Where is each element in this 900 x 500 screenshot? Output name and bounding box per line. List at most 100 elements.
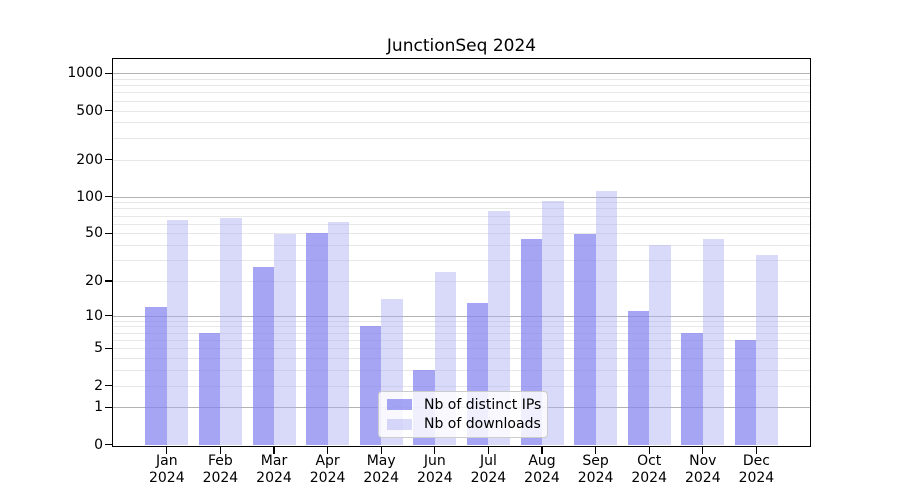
legend-swatch-downloads [387,418,412,430]
bar-downloads-oct [649,245,671,445]
gridline-minor [113,100,810,102]
legend-label-ips: Nb of distinct IPs [424,396,542,413]
gridline-minor [113,233,810,235]
gridline-minor [113,339,810,341]
x-tick-label: Sep 2024 [577,453,614,486]
x-tick-label: Jan 2024 [148,453,185,486]
x-tick-label: May 2024 [363,453,399,486]
bar-downloads-jul [488,211,510,445]
y-tick-label: 2 [94,377,103,394]
gridline-minor [113,260,810,261]
gridline-minor [113,280,810,282]
gridline-minor [113,159,810,161]
bar-ips-may [359,326,382,445]
chart-title: JunctionSeq 2024 [386,36,537,56]
y-tick-label: 5 [94,340,103,357]
y-tick-label: 200 [76,151,103,168]
gridline-minor [113,245,810,246]
gridline-minor [113,208,810,210]
y-tick [105,406,113,408]
y-tick-label: 100 [76,188,103,205]
x-tick-label: Aug 2024 [524,453,560,486]
bar-ips-oct [627,311,650,445]
gridline-minor [113,85,810,87]
bar-downloads-feb [220,217,242,445]
gridline-minor [113,122,810,124]
y-tick [105,280,113,282]
x-tick-label: Nov 2024 [684,453,721,486]
x-tick-label: Jul 2024 [470,453,507,486]
y-tick [105,195,113,198]
bar-ips-mar [252,267,274,445]
gridline-major [113,196,810,198]
y-tick-label: 1000 [67,65,103,82]
x-tick [327,446,329,454]
gridline-minor [113,385,810,387]
gridline-minor [113,223,810,225]
gridline-minor [113,370,810,371]
gridline-minor [113,92,810,94]
x-tick [434,446,436,454]
gridline-minor [113,202,810,204]
gridline-major [113,315,810,317]
y-tick [105,347,113,349]
x-tick-label: Feb 2024 [202,453,239,486]
bar-downloads-nov [702,238,725,445]
gridline-minor [113,332,810,334]
bar-ips-jan [145,306,167,445]
gridline-minor [113,326,810,328]
gridline-minor [113,320,810,322]
x-tick [273,446,275,454]
y-tick [105,315,113,317]
legend-label-downloads: Nb of downloads [424,416,541,433]
y-tick-label: 500 [76,102,103,119]
x-tick-label: Oct 2024 [631,453,667,486]
bar-ips-dec [734,339,757,445]
bar-downloads-mar [274,234,296,445]
x-tick [755,446,758,454]
legend-item-ips: Nb of distinct IPs [387,398,547,412]
x-tick [487,446,490,454]
x-tick [219,446,222,454]
y-tick-label: 50 [85,225,103,242]
x-tick [380,446,382,454]
y-tick-label: 10 [85,307,103,324]
x-tick-label: Jun 2024 [416,453,453,486]
bar-ips-feb [198,332,221,445]
x-tick [702,446,704,454]
gridline-major [113,73,810,75]
x-tick-label: Dec 2024 [738,453,775,486]
gridline-minor [113,215,810,217]
gridline-minor [113,358,810,359]
gridline-minor [113,348,810,350]
gridline-minor [113,137,810,139]
y-tick [105,384,113,387]
bar-downloads-apr [327,221,350,445]
bar-downloads-sep [595,191,618,445]
y-tick [105,232,113,234]
legend-swatch-ips [387,399,412,411]
x-tick-label: Mar 2024 [256,453,292,486]
bar-ips-sep [574,234,596,445]
gridline-minor [113,78,810,80]
y-tick [105,109,113,112]
legend: Nb of distinct IPs Nb of downloads [378,391,548,438]
bar-ips-apr [306,233,328,445]
bar-ips-nov [681,332,703,445]
legend-item-downloads: Nb of downloads [387,417,547,431]
bar-downloads-aug [542,201,564,445]
y-tick-label: 20 [85,272,103,289]
x-tick-label: Apr 2024 [309,453,346,486]
x-tick [648,446,650,454]
bar-downloads-jan [166,220,189,445]
y-tick [105,158,113,161]
x-tick [595,446,597,454]
y-tick-label: 1 [94,399,103,416]
y-tick-label: 0 [94,436,103,453]
bar-downloads-dec [756,255,778,445]
gridline-minor [113,110,810,112]
y-tick [105,72,113,74]
y-tick [105,443,113,446]
x-tick [166,446,168,454]
